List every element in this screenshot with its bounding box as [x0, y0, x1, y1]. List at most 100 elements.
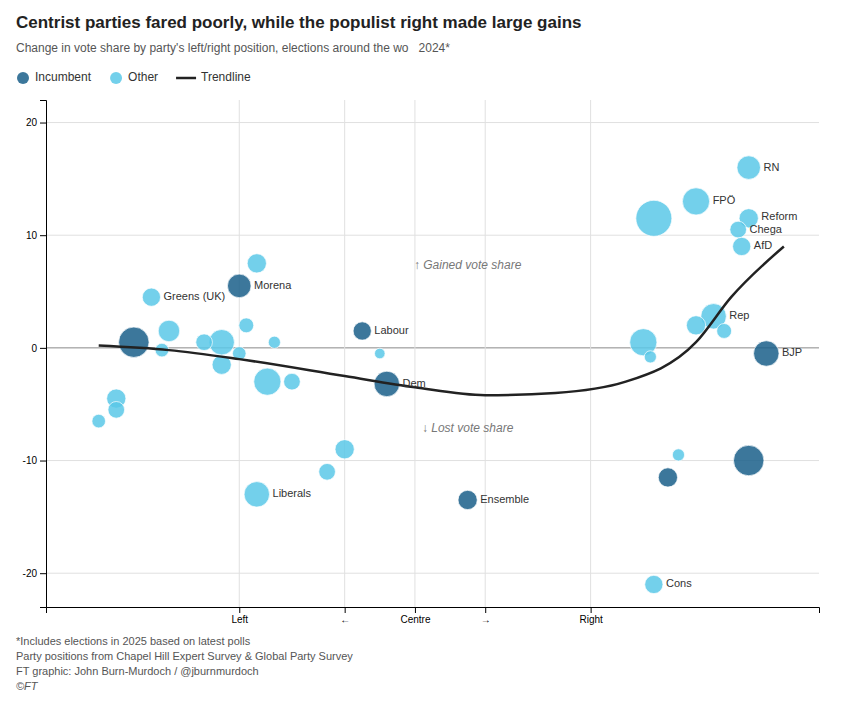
- legend-symbol: [17, 72, 29, 84]
- bubble: [92, 414, 106, 428]
- x-axis: Left ← Centre → Right: [47, 607, 820, 625]
- x-tick: →: [481, 607, 491, 625]
- party-label: BJP: [782, 346, 802, 358]
- y-tick: 0: [31, 343, 46, 354]
- x-tick-mark: [485, 607, 486, 613]
- x-tick-label: Right: [579, 614, 603, 625]
- bubble: [458, 490, 477, 509]
- grid-line-x: [590, 100, 591, 607]
- y-tick-mark: [40, 235, 46, 236]
- subtitle: 2024*: [419, 41, 451, 55]
- bubble: [158, 320, 180, 342]
- x-tick-mark: [415, 607, 416, 613]
- party-label: RN: [764, 161, 780, 173]
- bubble: [254, 368, 281, 395]
- bubble: [319, 463, 336, 480]
- bubble: [108, 402, 125, 419]
- party-label: Dem: [403, 377, 426, 389]
- y-tick-mark: [40, 123, 46, 124]
- bubble: [239, 318, 254, 333]
- legend-symbol: [176, 77, 196, 80]
- title: Centrist parties fared poorly, while the…: [16, 13, 582, 32]
- y-tick-label: 10: [26, 230, 38, 241]
- x-tick-label: Centre: [400, 614, 430, 625]
- legend-item: Other: [110, 70, 158, 84]
- grid-line-x: [344, 100, 345, 607]
- legend-symbol: [110, 72, 122, 84]
- party-label: Liberals: [273, 487, 312, 499]
- party-label: Reform: [761, 210, 797, 222]
- bubble: [244, 482, 269, 507]
- y-axis-line: [40, 101, 47, 608]
- bubble: [733, 237, 751, 255]
- grid: [46, 100, 819, 607]
- y-tick-mark: [40, 348, 46, 349]
- bubble: [196, 334, 213, 351]
- trendline: [99, 246, 784, 395]
- bubble: [335, 440, 354, 459]
- y-tick: 20: [26, 117, 46, 128]
- bubble: [142, 288, 160, 306]
- legend-item: Trendline: [176, 70, 251, 84]
- legend-label: Trendline: [201, 70, 251, 84]
- x-tick-label: Left: [231, 614, 248, 625]
- x-tick: Right: [579, 607, 603, 625]
- bubble: [227, 274, 251, 298]
- bubble: [375, 348, 386, 359]
- bubble: [754, 341, 779, 366]
- chart: Centrist parties fared poorly, while the…: [0, 0, 865, 707]
- party-label: Greens (UK): [164, 290, 226, 302]
- bubble: [737, 156, 761, 180]
- bubble: [353, 322, 371, 340]
- bubble: [284, 373, 301, 390]
- bubble: [268, 336, 280, 348]
- y-tick: 10: [26, 230, 46, 241]
- x-axis-line: [47, 608, 820, 614]
- party-label: Ensemble: [480, 493, 529, 505]
- grid-line-y: [46, 122, 819, 123]
- bubble: [672, 449, 684, 461]
- bubble: [682, 188, 709, 215]
- bubble: [119, 327, 149, 357]
- grid-line-y: [46, 235, 819, 236]
- footnote: FT graphic: John Burn-Murdoch / @jburnmu…: [16, 665, 259, 677]
- legend-label: Incumbent: [35, 70, 92, 84]
- grid-line-y: [46, 460, 819, 461]
- party-label: AfD: [754, 239, 772, 251]
- y-tick-mark: [40, 461, 46, 462]
- plot-marks: [92, 156, 784, 594]
- x-tick: ←: [340, 607, 350, 625]
- bubble: [645, 575, 663, 593]
- footnote: *Includes elections in 2025 based on lat…: [16, 635, 251, 647]
- y-tick-label: -10: [23, 455, 38, 466]
- party-label: Cons: [666, 577, 692, 589]
- bubble: [734, 445, 764, 475]
- grid-line-y: [46, 573, 819, 574]
- party-label: Chega: [750, 223, 783, 235]
- bubble: [247, 254, 266, 273]
- legend-label: Other: [128, 70, 158, 84]
- y-tick: -20: [23, 568, 46, 579]
- x-tick: Centre: [400, 607, 430, 625]
- grid-line-x: [485, 100, 486, 607]
- bubble: [658, 468, 677, 487]
- y-tick-label: 0: [31, 343, 37, 354]
- bubble: [644, 351, 656, 363]
- y-axis: -20 -10 0 10 20: [23, 101, 47, 608]
- x-tick: Left: [231, 607, 248, 625]
- party-label: Rep: [729, 309, 749, 321]
- subtitle: Change in vote share by party's left/rig…: [16, 41, 409, 55]
- x-tick-label: →: [481, 614, 491, 625]
- footnote: ©FT: [16, 680, 39, 692]
- party-label: Morena: [254, 279, 292, 291]
- x-tick-label: ←: [340, 614, 350, 625]
- bubble: [636, 200, 672, 236]
- party-label: FPÖ: [713, 194, 736, 206]
- annotation: ↑ Gained vote share: [414, 258, 522, 272]
- grid-line-x: [414, 100, 415, 607]
- bubble: [717, 324, 732, 339]
- legend-item: Incumbent: [17, 70, 92, 84]
- party-label: Labour: [374, 324, 409, 336]
- y-tick: -10: [23, 455, 46, 466]
- footnote: Party positions from Chapel Hill Expert …: [16, 650, 353, 662]
